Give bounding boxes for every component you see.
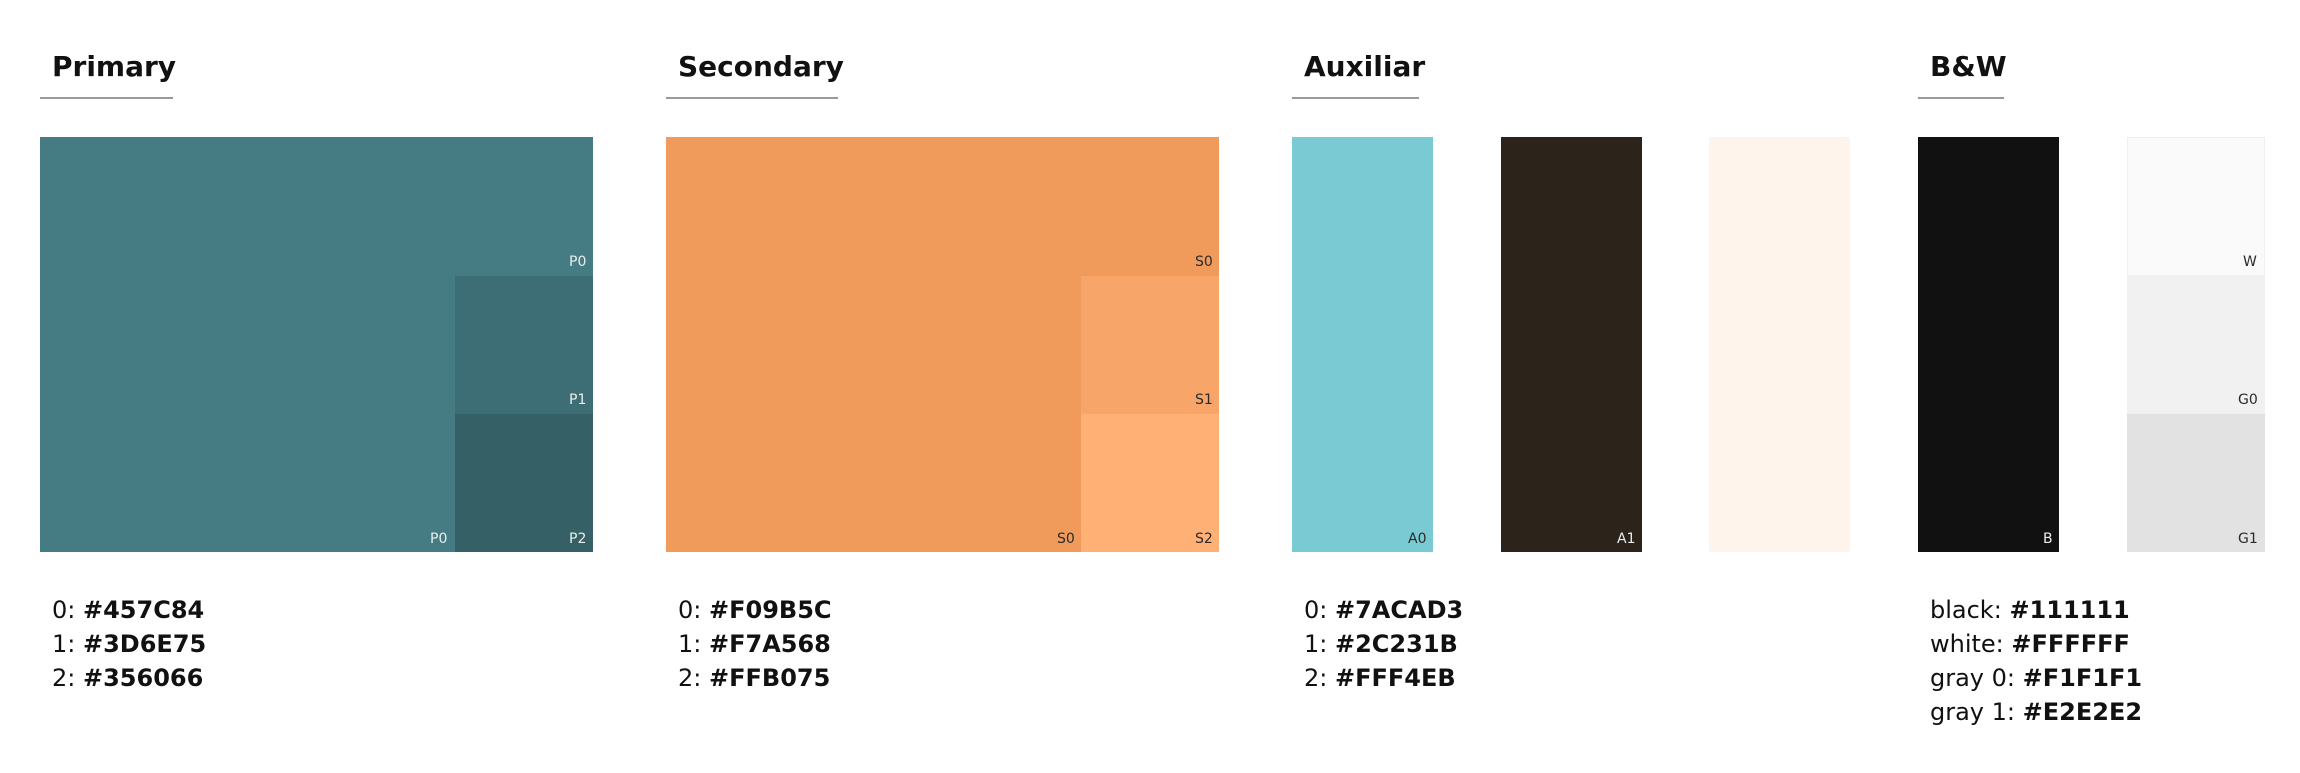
primary-color-codes: 0: #457C84 1: #3D6E75 2: #356066 xyxy=(52,593,206,695)
auxiliar-swatch-2 xyxy=(1709,137,1850,552)
secondary-title-underline xyxy=(666,97,838,99)
auxiliar-swatch-1 xyxy=(1501,137,1642,552)
bw-tag-w: W xyxy=(2243,254,2257,270)
secondary-tag-s2: S2 xyxy=(1195,531,1213,547)
bw-title-underline xyxy=(1918,97,2004,99)
primary-code-1: 1: #3D6E75 xyxy=(52,630,207,658)
bw-swatch-gray-1 xyxy=(2127,414,2265,552)
bw-code-black: black: #111111 xyxy=(1930,596,2130,624)
secondary-code-0: 0: #F09B5C xyxy=(678,596,832,624)
bw-tag-b: B xyxy=(2043,531,2053,547)
bw-code-white: white: #FFFFFF xyxy=(1930,630,2130,658)
auxiliar-tag-a1: A1 xyxy=(1617,531,1636,547)
bw-tag-g0: G0 xyxy=(2238,392,2258,408)
auxiliar-code-0: 0: #7ACAD3 xyxy=(1304,596,1464,624)
bw-code-gray-0: gray 0: #F1F1F1 xyxy=(1930,664,2143,692)
secondary-tag-s0-top: S0 xyxy=(1195,254,1213,270)
primary-title-underline xyxy=(40,97,173,99)
auxiliar-swatch-0 xyxy=(1292,137,1433,552)
primary-tag-p1: P1 xyxy=(569,392,587,408)
auxiliar-title-underline xyxy=(1292,97,1419,99)
bw-color-codes: black: #111111 white: #FFFFFF gray 0: #F… xyxy=(1930,593,2142,729)
primary-tag-p0-bottom: P0 xyxy=(430,531,448,547)
bw-swatch-black xyxy=(1918,137,2059,552)
auxiliar-code-1: 1: #2C231B xyxy=(1304,630,1458,658)
auxiliar-code-2: 2: #FFF4EB xyxy=(1304,664,1456,692)
secondary-color-codes: 0: #F09B5C 1: #F7A568 2: #FFB075 xyxy=(678,593,832,695)
bw-tag-g1: G1 xyxy=(2238,531,2258,547)
secondary-tag-s0-bottom: S0 xyxy=(1057,531,1075,547)
primary-code-2: 2: #356066 xyxy=(52,664,204,692)
bw-code-gray-1: gray 1: #E2E2E2 xyxy=(1930,698,2143,726)
secondary-code-2: 2: #FFB075 xyxy=(678,664,831,692)
auxiliar-tag-a0: A0 xyxy=(1408,531,1427,547)
secondary-tag-s1: S1 xyxy=(1195,392,1213,408)
auxiliar-color-codes: 0: #7ACAD3 1: #2C231B 2: #FFF4EB xyxy=(1304,593,1463,695)
primary-swatch-2 xyxy=(455,414,593,552)
primary-tag-p2: P2 xyxy=(569,531,587,547)
primary-code-0: 0: #457C84 xyxy=(52,596,205,624)
primary-tag-p0-top: P0 xyxy=(569,254,587,270)
bw-swatch-gray-0 xyxy=(2127,275,2265,414)
bw-swatch-white xyxy=(2127,137,2265,275)
secondary-swatch-1 xyxy=(1081,276,1219,414)
bw-title: B&W xyxy=(1930,50,2007,83)
primary-title: Primary xyxy=(52,50,177,83)
secondary-swatch-2 xyxy=(1081,414,1219,552)
auxiliar-title: Auxiliar xyxy=(1304,50,1426,83)
secondary-code-1: 1: #F7A568 xyxy=(678,630,831,658)
secondary-title: Secondary xyxy=(678,50,844,83)
primary-swatch-1 xyxy=(455,276,593,414)
